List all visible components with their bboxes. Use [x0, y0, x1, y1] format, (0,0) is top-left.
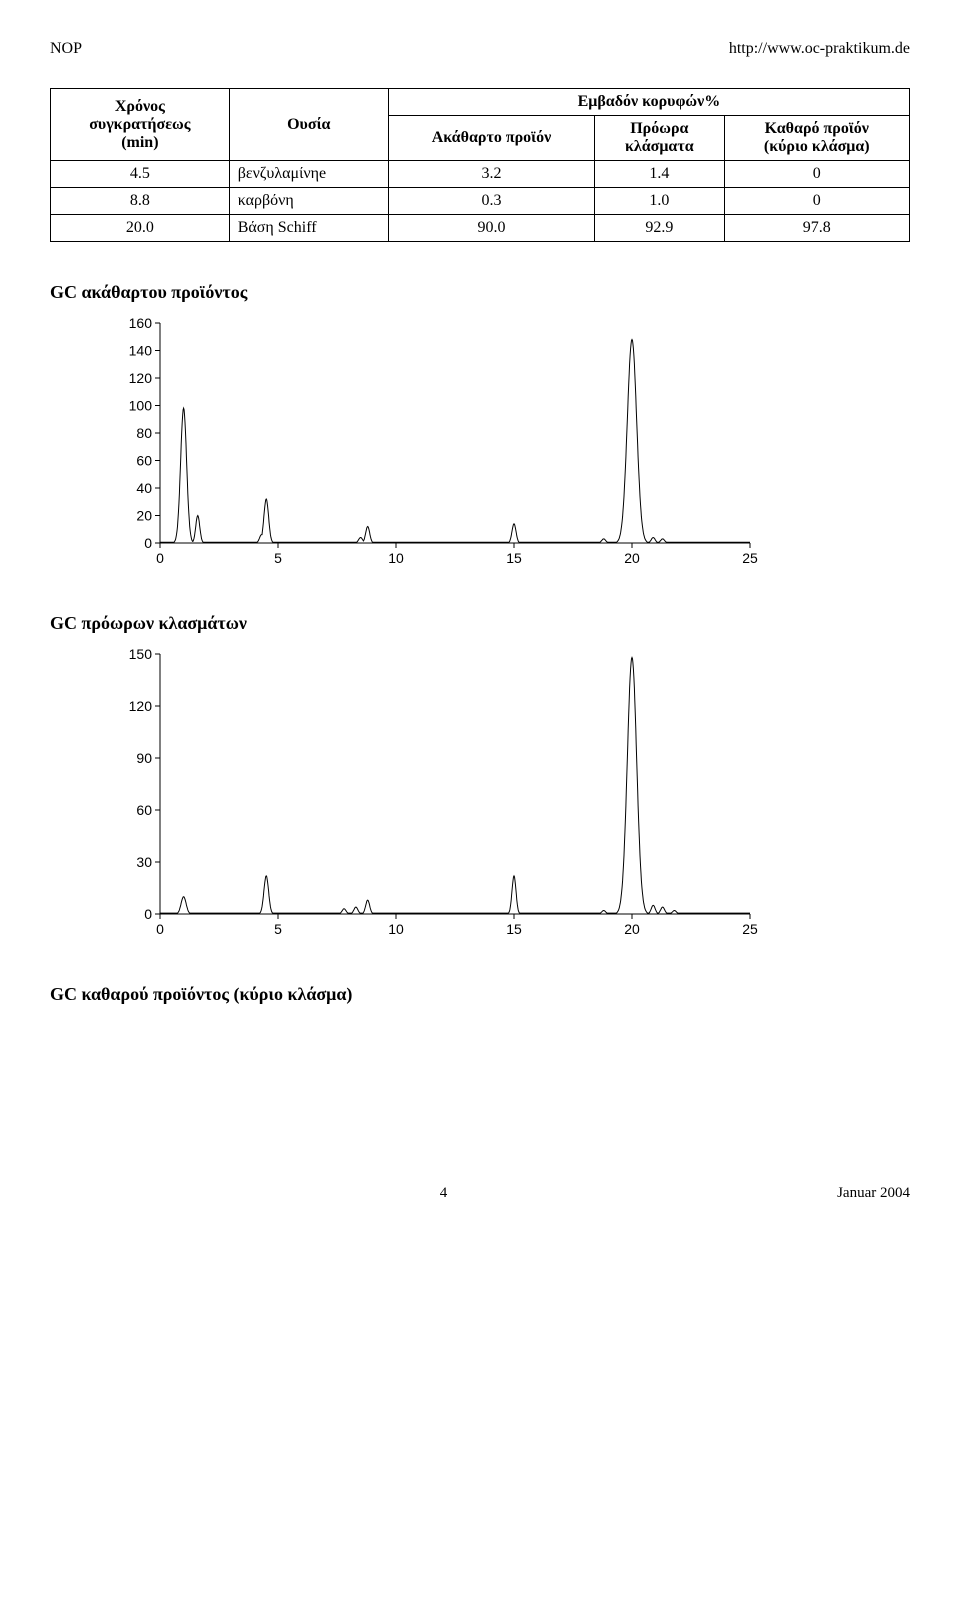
svg-text:30: 30	[136, 854, 152, 870]
table-row: 4.5 βενζυλαμίνηe 3.2 1.4 0	[51, 161, 910, 188]
section-title-pure: GC καθαρού προϊόντος (κύριο κλάσμα)	[50, 984, 910, 1005]
svg-text:15: 15	[506, 550, 522, 566]
gc-chart-early: 0 30 60 90 120 150 0 5 10 15 20 25	[110, 644, 910, 944]
table-row: 8.8 καρβόνη 0.3 1.0 0	[51, 188, 910, 215]
svg-text:25: 25	[742, 921, 758, 937]
col-peak-area-span: Εμβαδόν κορυφών%	[388, 89, 909, 116]
svg-text:100: 100	[129, 398, 153, 414]
svg-text:20: 20	[624, 921, 640, 937]
table-row: 20.0 Βάση Schiff 90.0 92.9 97.8	[51, 215, 910, 242]
chart-svg: 0 30 60 90 120 150 0 5 10 15 20 25	[110, 644, 760, 944]
svg-text:0: 0	[156, 550, 164, 566]
svg-text:25: 25	[742, 550, 758, 566]
svg-text:20: 20	[136, 508, 152, 524]
peak-area-table: Χρόνος συγκρατήσεως (min) Ουσία Εμβαδόν …	[50, 88, 910, 242]
page-footer: 4 Januar 2004	[50, 1185, 910, 1202]
gc-chart-crude: 0 20 40 60 80 100 120 140 160 0 5 10 15 20 25	[110, 313, 910, 573]
col-substance: Ουσία	[229, 89, 388, 161]
svg-text:0: 0	[144, 906, 152, 922]
col-early-fractions: Πρόωρα κλάσματα	[595, 116, 724, 161]
page-header: NOP http://www.oc-praktikum.de	[50, 40, 910, 58]
svg-text:60: 60	[136, 802, 152, 818]
svg-text:40: 40	[136, 480, 152, 496]
svg-text:150: 150	[129, 646, 153, 662]
svg-text:120: 120	[129, 698, 153, 714]
svg-text:20: 20	[624, 550, 640, 566]
svg-text:10: 10	[388, 921, 404, 937]
svg-text:10: 10	[388, 550, 404, 566]
svg-text:5: 5	[274, 921, 282, 937]
footer-date: Januar 2004	[837, 1185, 910, 1202]
chart-svg: 0 20 40 60 80 100 120 140 160 0 5 10 15 20 25	[110, 313, 760, 573]
page-number: 4	[440, 1185, 448, 1202]
svg-text:0: 0	[156, 921, 164, 937]
svg-text:0: 0	[144, 535, 152, 551]
svg-text:15: 15	[506, 921, 522, 937]
header-left: NOP	[50, 40, 82, 58]
svg-text:120: 120	[129, 370, 153, 386]
col-crude: Ακάθαρτο προϊόν	[388, 116, 594, 161]
svg-text:160: 160	[129, 315, 153, 331]
col-retention-time: Χρόνος συγκρατήσεως (min)	[51, 89, 230, 161]
svg-text:5: 5	[274, 550, 282, 566]
section-title-crude: GC ακάθαρτου προϊόντος	[50, 282, 910, 303]
svg-text:90: 90	[136, 750, 152, 766]
svg-text:80: 80	[136, 425, 152, 441]
svg-text:140: 140	[129, 343, 153, 359]
section-title-early: GC πρόωρων κλασμάτων	[50, 613, 910, 634]
header-right: http://www.oc-praktikum.de	[729, 40, 910, 58]
col-pure: Καθαρό προϊόν (κύριο κλάσμα)	[724, 116, 909, 161]
svg-text:60: 60	[136, 453, 152, 469]
